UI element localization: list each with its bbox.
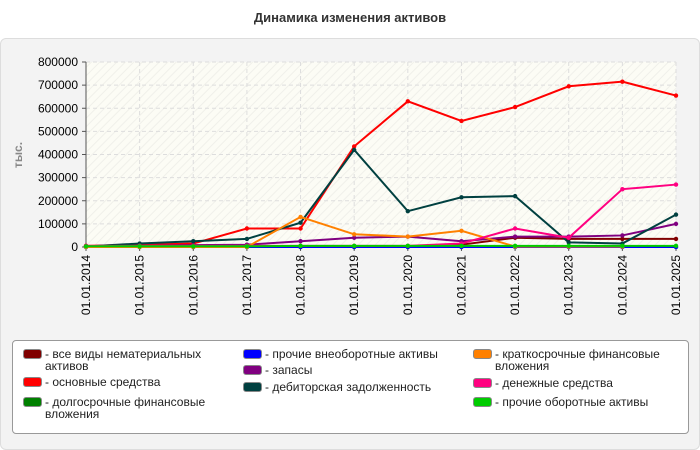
legend-label: - основные средства bbox=[45, 375, 161, 389]
data-point bbox=[673, 93, 679, 98]
data-point bbox=[512, 234, 518, 239]
y-tick-label: 600000 bbox=[38, 101, 78, 115]
data-point bbox=[405, 208, 411, 214]
legend-label: - прочие внеоборотные активы bbox=[265, 347, 438, 361]
data-point bbox=[459, 243, 464, 249]
data-point bbox=[459, 118, 464, 124]
x-tick-label: 01.01.2014 bbox=[79, 255, 93, 315]
line-chart: 0 100000 200000 300000 400000 500000 600000 700… bbox=[11, 55, 683, 315]
data-point bbox=[405, 234, 411, 239]
data-point bbox=[244, 244, 250, 249]
legend-label: - краткосрочные финансовые вложения bbox=[495, 347, 660, 373]
legend-swatch bbox=[243, 349, 262, 359]
data-point bbox=[298, 214, 303, 220]
legend-swatch bbox=[243, 365, 262, 375]
data-point bbox=[673, 182, 679, 187]
data-point bbox=[620, 79, 625, 84]
data-point bbox=[298, 243, 303, 249]
data-point bbox=[673, 221, 679, 227]
x-tick-label: 01.01.2023 bbox=[562, 255, 576, 315]
data-point bbox=[459, 195, 464, 200]
x-tick-label: 01.01.2017 bbox=[240, 255, 254, 315]
data-point bbox=[620, 236, 625, 242]
data-point bbox=[83, 244, 89, 249]
data-point bbox=[512, 104, 518, 110]
data-point bbox=[673, 243, 679, 249]
data-point bbox=[351, 147, 357, 153]
data-point bbox=[191, 244, 196, 249]
y-axis-label: тыс. bbox=[11, 142, 25, 168]
x-tick-label: 01.01.2025 bbox=[669, 255, 683, 315]
data-point bbox=[298, 226, 303, 231]
data-point bbox=[298, 220, 303, 225]
legend-swatch bbox=[23, 397, 42, 407]
legend-swatch bbox=[473, 378, 492, 388]
series-line bbox=[85, 80, 677, 247]
series-name: долгосрочные финансовые вложения bbox=[45, 395, 206, 421]
y-tick-label: 400000 bbox=[38, 148, 78, 162]
data-point bbox=[620, 243, 625, 249]
series-name: краткосрочные финансовые вложения bbox=[495, 347, 660, 373]
data-point bbox=[459, 228, 464, 234]
data-point bbox=[405, 243, 411, 249]
y-tick-label: 300000 bbox=[38, 171, 78, 185]
y-tick-label: 700000 bbox=[38, 78, 78, 92]
legend-swatch bbox=[243, 382, 262, 392]
data-point bbox=[244, 226, 250, 231]
y-tick-label: 0 bbox=[71, 240, 78, 254]
data-point bbox=[351, 235, 357, 240]
legend-label: - денежные средства bbox=[495, 376, 613, 390]
y-tick-label: 800000 bbox=[38, 55, 78, 69]
legend-swatch bbox=[23, 377, 42, 387]
data-point bbox=[566, 240, 571, 245]
legend-label: - прочие оборотные активы bbox=[495, 395, 649, 409]
legend-swatch bbox=[23, 349, 42, 359]
data-point bbox=[620, 186, 625, 192]
series-name: запасы bbox=[272, 363, 313, 377]
data-point bbox=[673, 212, 679, 217]
legend-swatch bbox=[473, 349, 492, 359]
y-tick-label: 100000 bbox=[38, 217, 78, 231]
x-tick-label: 01.01.2022 bbox=[508, 255, 522, 315]
x-tick-label: 01.01.2018 bbox=[294, 255, 308, 315]
x-tick-label: 01.01.2021 bbox=[454, 255, 468, 315]
data-point bbox=[137, 244, 142, 249]
x-tick-label: 01.01.2024 bbox=[615, 255, 629, 315]
data-point bbox=[351, 243, 357, 249]
data-point bbox=[673, 236, 679, 242]
y-tick-label: 500000 bbox=[38, 124, 78, 138]
x-tick-label: 01.01.2015 bbox=[133, 255, 147, 315]
legend-label: - дебиторская задолженность bbox=[265, 380, 432, 394]
data-point bbox=[351, 144, 357, 149]
data-point bbox=[620, 233, 625, 238]
series-line bbox=[85, 148, 677, 248]
data-point bbox=[191, 239, 196, 244]
chart-title: Динамика изменения активов bbox=[253, 10, 447, 25]
data-point bbox=[298, 239, 303, 244]
data-point bbox=[512, 226, 518, 231]
legend-label: - долгосрочные финансовые вложения bbox=[45, 395, 206, 421]
data-point bbox=[566, 243, 571, 249]
series-name: прочие оборотные активы bbox=[502, 395, 649, 409]
series-name: прочие внеоборотные активы bbox=[272, 347, 438, 361]
x-tick-label: 01.01.2016 bbox=[186, 255, 200, 315]
data-point bbox=[512, 243, 518, 249]
data-point bbox=[351, 232, 357, 237]
data-point bbox=[244, 236, 250, 242]
x-tick-label: 01.01.2019 bbox=[347, 255, 361, 315]
data-point bbox=[566, 235, 571, 240]
legend-label: - запасы bbox=[265, 363, 313, 377]
data-point bbox=[566, 84, 571, 89]
data-point bbox=[405, 99, 411, 104]
legend-swatch bbox=[473, 397, 492, 407]
legend-label: - все виды нематериальных активов bbox=[45, 347, 202, 373]
x-tick-label: 01.01.2020 bbox=[401, 255, 415, 315]
data-point bbox=[512, 193, 518, 199]
series-name: все виды нематериальных активов bbox=[45, 347, 202, 373]
legend: - все виды нематериальных активов - основ… bbox=[12, 340, 689, 434]
y-tick-label: 200000 bbox=[38, 194, 78, 208]
series-name: основные средства bbox=[52, 375, 161, 389]
series-name: дебиторская задолженность bbox=[272, 380, 432, 394]
series-name: денежные средства bbox=[502, 376, 613, 390]
